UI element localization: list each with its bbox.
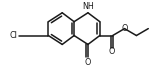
Text: Cl: Cl — [10, 31, 18, 40]
Text: O: O — [85, 58, 91, 67]
Text: NH: NH — [82, 2, 94, 11]
Text: O: O — [121, 24, 128, 33]
Text: O: O — [109, 47, 115, 56]
